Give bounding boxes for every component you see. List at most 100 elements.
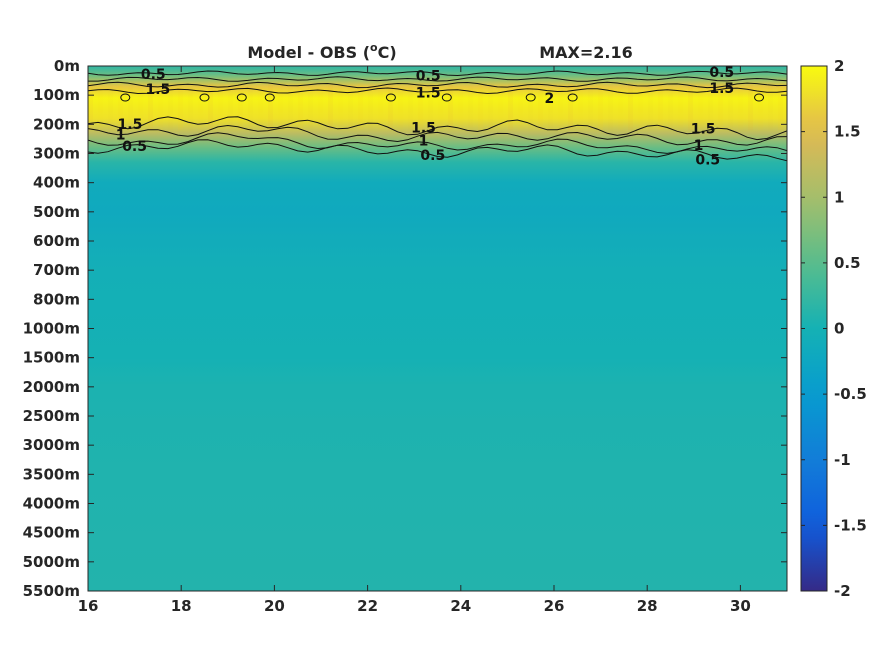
texture-stripe — [688, 83, 693, 131]
contour-label: 0.5 — [122, 139, 147, 155]
texture-stripe — [198, 83, 203, 131]
texture-stripe — [468, 83, 473, 131]
texture-stripe — [478, 83, 483, 131]
colorbar-tick-label: 0 — [834, 320, 844, 338]
texture-stripe — [128, 83, 133, 131]
colorbar-tick-label: -1.5 — [834, 516, 867, 534]
x-tick-label: 30 — [730, 597, 751, 615]
texture-stripe — [298, 83, 303, 131]
texture-stripe — [698, 83, 703, 131]
x-axis: 16 18 20 22 24 26 28 30 — [78, 66, 751, 615]
contour-line — [88, 81, 787, 89]
y-tick-label: 1000m — [23, 320, 80, 338]
texture-stripe — [98, 83, 103, 131]
plot-area — [88, 66, 787, 591]
texture-stripe — [418, 83, 423, 131]
y-tick-label: 500m — [33, 203, 80, 221]
y-tick-label: 700m — [33, 261, 80, 279]
y-tick-label: 400m — [33, 174, 80, 192]
texture-stripe — [588, 83, 593, 131]
contour-loop — [567, 93, 578, 102]
texture-stripe — [178, 83, 183, 131]
texture-stripe — [748, 83, 753, 131]
contour-label: 1 — [116, 128, 126, 144]
texture-stripe — [438, 83, 443, 131]
contour-label: 1 — [694, 138, 704, 154]
texture-stripe — [288, 83, 293, 131]
colorbar-ticks: 2 1.5 1 0.5 0 -0.5 -1 -1.5 -2 — [801, 57, 867, 600]
texture-stripe — [398, 83, 403, 131]
texture-stripe — [768, 83, 773, 131]
texture-stripe — [608, 83, 613, 131]
texture-stripe — [648, 83, 653, 131]
colorbar-tick-label: -1 — [834, 451, 851, 469]
texture-stripe — [338, 83, 343, 131]
texture-stripe — [408, 83, 413, 131]
texture-stripe — [518, 83, 523, 131]
y-axis: 0m 100m 200m 300m 400m 500m 600m 700m 800m 1000m 1… — [23, 57, 787, 600]
contour-loop — [264, 93, 275, 102]
texture-stripe — [168, 83, 173, 131]
texture-stripe — [388, 83, 393, 131]
contour-label: 1.5 — [416, 85, 441, 101]
contour-label: 1.5 — [145, 82, 170, 98]
y-tick-label: 2000m — [23, 378, 80, 396]
colorbar — [800, 65, 828, 592]
texture-stripe — [238, 83, 243, 131]
contour-label: 2 — [544, 91, 554, 107]
texture-stripe — [458, 83, 463, 131]
texture-stripe — [428, 83, 433, 131]
contour-line — [88, 70, 787, 77]
texture-stripe — [778, 83, 783, 131]
contour-line — [88, 116, 787, 141]
y-tick-label: 200m — [33, 115, 80, 133]
texture-stripe — [348, 83, 353, 131]
contour-line — [88, 139, 787, 162]
texture-stripe — [758, 83, 763, 131]
texture-stripe — [538, 83, 543, 131]
contour-label: 1.5 — [411, 120, 436, 136]
texture-stripe — [368, 83, 373, 131]
texture-stripe — [498, 83, 503, 131]
texture-stripe — [678, 83, 683, 131]
x-tick-label: 16 — [78, 597, 99, 615]
texture-stripe — [118, 83, 123, 131]
texture-stripe — [668, 83, 673, 131]
texture-stripe — [88, 83, 93, 131]
texture-stripe — [208, 83, 213, 131]
texture-stripe — [218, 83, 223, 131]
contour-line — [88, 87, 787, 95]
contour-loop — [385, 93, 396, 102]
texture-stripe — [318, 83, 323, 131]
y-tick-label: 4500m — [23, 524, 80, 542]
texture-stripe — [108, 83, 113, 131]
contour-label: 1.5 — [709, 81, 734, 97]
texture-stripe — [658, 83, 663, 131]
x-tick-label: 20 — [264, 597, 285, 615]
texture-stripe — [138, 83, 143, 131]
contour-label: 1.5 — [691, 122, 716, 138]
contour-label: 0.5 — [420, 148, 445, 164]
y-tick-label: 5000m — [23, 553, 80, 571]
texture-stripe — [448, 83, 453, 131]
contour-label: 1 — [419, 133, 429, 149]
y-tick-label: 0m — [54, 57, 80, 75]
colorbar-tick-label: 0.5 — [834, 254, 861, 272]
texture-stripe — [308, 83, 313, 131]
contour-loop — [236, 93, 247, 102]
contour-label: 0.5 — [709, 65, 734, 81]
y-tick-label: 5500m — [23, 582, 80, 600]
x-tick-label: 28 — [637, 597, 658, 615]
texture-stripe — [248, 83, 253, 131]
contour-lines — [88, 70, 787, 162]
contour-loop — [120, 93, 131, 102]
max-label: MAX=2.16 — [539, 43, 633, 62]
x-tick-label: 18 — [171, 597, 192, 615]
texture-stripe — [708, 83, 713, 131]
colorbar-tick-label: -2 — [834, 582, 851, 600]
y-tick-label: 800m — [33, 290, 80, 308]
y-tick-label: 4000m — [23, 495, 80, 513]
contour-loop — [441, 93, 452, 102]
contour-line — [88, 132, 787, 154]
texture-stripe — [568, 83, 573, 131]
